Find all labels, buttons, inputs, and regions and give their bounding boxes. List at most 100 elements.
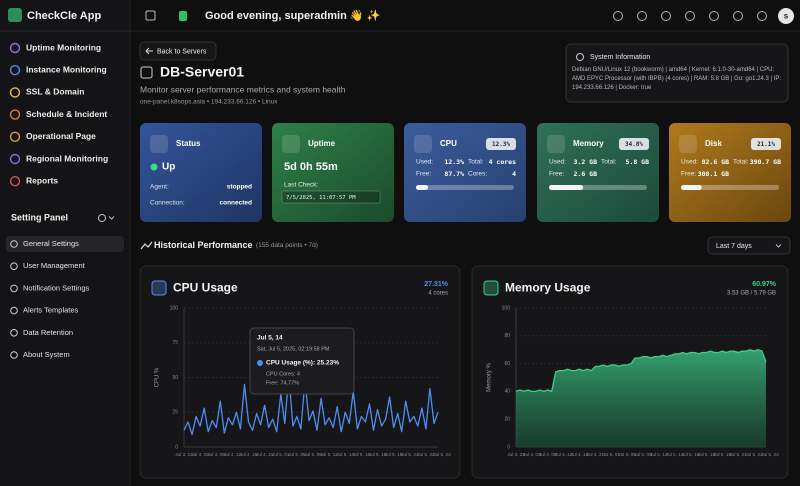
x-tick-label: Jul 5, 01 [603, 452, 621, 457]
resource-row-label: Used: [681, 159, 698, 166]
x-tick-label: Jul 5, 05 [288, 452, 306, 457]
resource-row-label: Total: [733, 159, 749, 166]
resource-row-value: 12.3% [444, 158, 464, 166]
x-tick-label: Jul 4, 08 [539, 452, 557, 457]
header-icon-button[interactable] [613, 11, 623, 21]
card-title: CPU [440, 139, 457, 148]
tooltip [249, 327, 355, 395]
percent-badge-text: 12.3% [492, 141, 510, 148]
header-icon-button[interactable] [709, 11, 719, 21]
resource-row-value: 390.7 GB [750, 158, 781, 166]
card-icon [282, 135, 300, 153]
uptime-date-box [281, 190, 381, 204]
y-axis-title: CPU % [155, 367, 161, 387]
tooltip-time: Sat, Jul 5, 2025, 02:19:58 PM [257, 346, 330, 352]
percent-badge [619, 138, 649, 150]
menu-item[interactable]: Instance Monitoring [26, 64, 107, 74]
resource-row-value: 5.8 GB [626, 158, 650, 166]
menu-item[interactable]: Reports [26, 175, 58, 185]
chart-current: 60.97% [752, 281, 777, 288]
chart-icon [483, 280, 499, 296]
y-tick-label: 100 [170, 305, 179, 311]
header-icon-button[interactable] [757, 11, 767, 21]
y-tick-label: 40 [504, 389, 510, 395]
y-tick-label: 60 [504, 361, 510, 367]
percent-badge-text: 21.1% [757, 141, 775, 148]
avatar-letter: s [784, 12, 789, 21]
progress-track [416, 185, 514, 190]
sidebar-toggle[interactable] [145, 10, 156, 21]
chart-detail: 4 cores [428, 291, 448, 297]
menu-item[interactable]: Operational Page [26, 131, 96, 141]
tooltip-title: Jul 5, 14 [257, 335, 283, 342]
chart-title: Memory Usage [505, 281, 591, 295]
progress-fill [416, 185, 429, 190]
percent-badge-text: 34.8% [625, 141, 643, 148]
settings-icon [10, 240, 18, 248]
settings-icon [10, 351, 18, 359]
status-row-label: Connection: [150, 200, 185, 207]
system-info-icon [576, 53, 584, 61]
card-icon [414, 135, 432, 153]
header-icon-button[interactable] [637, 11, 647, 21]
x-tick-label: Jul 5, 09 [634, 452, 652, 457]
settings-item[interactable]: Data Retention [23, 328, 73, 337]
menu-item[interactable]: Schedule & Incident [26, 109, 107, 119]
y-tick-label: 75 [172, 340, 178, 346]
tooltip-value: CPU Usage (%): 25.23% [266, 360, 339, 367]
resource-row-label: Used: [549, 159, 566, 166]
percent-badge [486, 138, 516, 150]
x-tick-label: Jul 5, 16 [682, 452, 700, 457]
header-icon-button[interactable] [661, 11, 671, 21]
menu-item[interactable]: SSL & Domain [26, 87, 84, 97]
resource-row-label: Total: [601, 159, 617, 166]
status-row-value: connected [219, 200, 252, 207]
back-button[interactable] [139, 41, 217, 61]
resource-row-label: Free: [416, 171, 431, 178]
y-tick-label: 25 [172, 410, 178, 416]
status-value: Up [162, 162, 175, 173]
menu-icon [9, 175, 21, 187]
tooltip-dot [257, 360, 263, 366]
app-name: CheckCle App [27, 10, 101, 22]
header-icon-button[interactable] [733, 11, 743, 21]
x-tick-label: Jul 5, 19 [714, 452, 732, 457]
avatar[interactable] [778, 8, 794, 24]
chart-current: 27.31% [424, 281, 449, 288]
y-tick-label: 50 [172, 375, 178, 381]
resource-row-value: 87.7% [444, 170, 464, 178]
progress-track [681, 185, 779, 190]
menu-icon [9, 42, 21, 54]
menu-item[interactable]: Uptime Monitoring [26, 42, 101, 52]
card-icon [547, 135, 565, 153]
area [516, 349, 766, 447]
x-tick-label: Jul 4, 12 [555, 452, 573, 457]
header-icon-button[interactable] [685, 11, 695, 21]
x-tick-label: Jul 5, 16 [353, 452, 371, 457]
range-select[interactable] [707, 236, 791, 255]
y-axis-title: Memory % [487, 363, 493, 392]
uptime-card [272, 123, 394, 222]
x-tick-label: Jul 5, 01 [272, 452, 290, 457]
x-tick-label: Jul 4, 21 [256, 452, 274, 457]
resource-row-value: 4 [512, 170, 516, 178]
menu-icon [9, 109, 21, 120]
tooltip-line: Free: 74.77% [266, 380, 299, 386]
menu-icon [9, 87, 21, 98]
settings-icon [10, 306, 18, 315]
x-tick-label: Jul 5, 09 [304, 452, 322, 457]
x-tick-label: Jul 4, 16 [571, 452, 589, 457]
settings-item[interactable]: General Settings [23, 239, 79, 248]
settings-item[interactable]: Notification Settings [23, 283, 90, 292]
greeting: Good evening, superadmin 👋 ✨ [205, 9, 381, 22]
settings-item[interactable]: User Management [23, 261, 86, 270]
status-card [140, 123, 262, 222]
settings-active [6, 236, 124, 252]
x-tick-label: Jul 5, 22 [745, 452, 763, 457]
menu-item[interactable]: Regional Monitoring [26, 153, 108, 163]
uptime-value: 5d 0h 55m [284, 161, 338, 173]
card-title: Disk [705, 139, 722, 148]
settings-item[interactable]: About System [23, 350, 70, 359]
settings-item[interactable]: Alerts Templates [23, 306, 79, 315]
